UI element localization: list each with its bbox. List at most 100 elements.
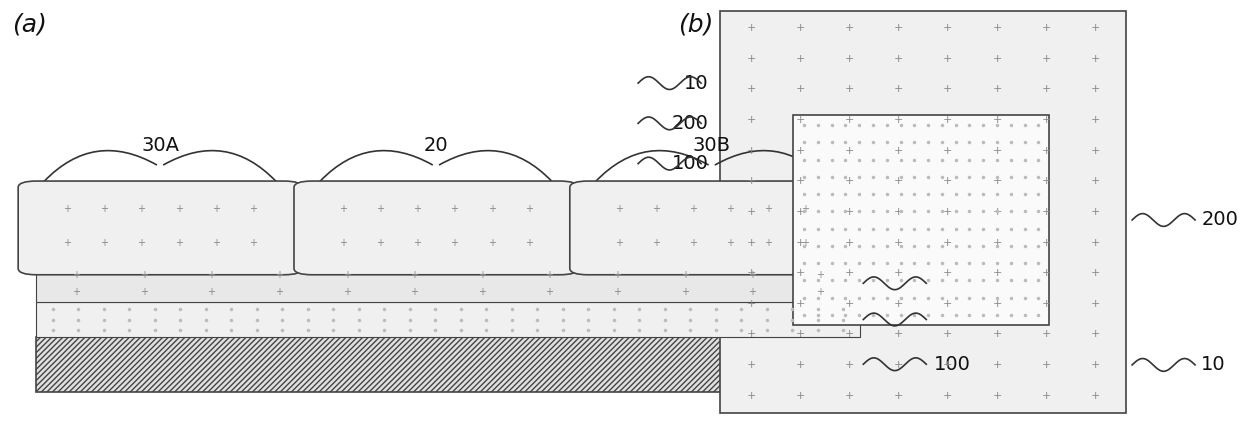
Text: +: + (1042, 360, 1052, 370)
Text: +: + (796, 23, 805, 33)
Text: +: + (801, 204, 808, 214)
Text: +: + (844, 299, 854, 309)
Bar (720, 11, 1126, 413)
Text: +: + (410, 287, 418, 297)
Text: +: + (1091, 54, 1100, 64)
Text: +: + (1042, 54, 1052, 64)
Text: +: + (1091, 238, 1100, 248)
Text: +: + (796, 391, 805, 401)
Text: +: + (376, 204, 384, 214)
FancyBboxPatch shape (570, 181, 853, 275)
Text: +: + (944, 54, 952, 64)
Text: +: + (944, 176, 952, 186)
Text: +: + (746, 207, 755, 217)
Text: +: + (477, 287, 486, 297)
Text: 30B: 30B (693, 136, 730, 155)
Text: +: + (816, 287, 823, 297)
Text: +: + (652, 204, 660, 214)
Text: +: + (1091, 84, 1100, 95)
Text: +: + (546, 270, 553, 280)
Text: +: + (894, 207, 903, 217)
Text: +: + (175, 238, 182, 248)
Text: +: + (894, 238, 903, 248)
Text: +: + (894, 176, 903, 186)
Text: +: + (992, 360, 1002, 370)
Text: +: + (844, 268, 854, 278)
Text: +: + (1042, 84, 1052, 95)
Text: 30A: 30A (141, 136, 179, 155)
Text: 100: 100 (934, 355, 971, 374)
Text: +: + (1042, 329, 1052, 340)
Text: +: + (796, 176, 805, 186)
Text: +: + (944, 238, 952, 248)
Text: +: + (746, 146, 755, 155)
Bar (794, 115, 1049, 325)
Text: +: + (1091, 146, 1100, 155)
Text: +: + (992, 268, 1002, 278)
Text: +: + (613, 287, 621, 297)
Text: +: + (746, 115, 755, 125)
Text: +: + (894, 360, 903, 370)
Text: +: + (796, 146, 805, 155)
Text: +: + (727, 238, 734, 248)
Text: +: + (992, 238, 1002, 248)
Text: +: + (746, 299, 755, 309)
Text: +: + (992, 299, 1002, 309)
Text: +: + (72, 270, 81, 280)
Text: +: + (894, 23, 903, 33)
Text: +: + (413, 238, 422, 248)
Text: +: + (249, 204, 257, 214)
Text: +: + (748, 287, 756, 297)
Text: +: + (844, 176, 854, 186)
Text: +: + (746, 176, 755, 186)
Text: +: + (525, 204, 533, 214)
Text: +: + (944, 329, 952, 340)
Text: +: + (796, 299, 805, 309)
Text: +: + (1042, 391, 1052, 401)
Text: +: + (140, 270, 148, 280)
Text: +: + (72, 287, 81, 297)
Text: 20: 20 (424, 136, 448, 155)
Text: +: + (413, 204, 422, 214)
Text: +: + (275, 287, 283, 297)
Text: +: + (1042, 238, 1052, 248)
Text: +: + (796, 54, 805, 64)
Text: +: + (63, 204, 71, 214)
Text: (a): (a) (12, 13, 47, 37)
Text: +: + (1091, 329, 1100, 340)
Text: +: + (100, 204, 108, 214)
Text: 10: 10 (934, 274, 959, 293)
Text: +: + (1091, 23, 1100, 33)
Text: +: + (992, 84, 1002, 95)
Text: +: + (746, 391, 755, 401)
Text: +: + (894, 268, 903, 278)
Text: +: + (894, 299, 903, 309)
Text: +: + (376, 238, 384, 248)
Text: +: + (992, 23, 1002, 33)
Text: +: + (944, 391, 952, 401)
Text: +: + (894, 391, 903, 401)
Text: +: + (944, 360, 952, 370)
Bar (36, 302, 859, 337)
Text: +: + (1091, 299, 1100, 309)
Text: +: + (339, 204, 347, 214)
Text: +: + (992, 391, 1002, 401)
Text: +: + (746, 84, 755, 95)
Text: +: + (615, 238, 622, 248)
Text: +: + (944, 299, 952, 309)
Text: +: + (992, 207, 1002, 217)
Text: +: + (727, 204, 734, 214)
FancyBboxPatch shape (294, 181, 578, 275)
Text: +: + (275, 270, 283, 280)
Text: +: + (546, 287, 553, 297)
Text: +: + (894, 329, 903, 340)
Text: +: + (681, 270, 688, 280)
Text: +: + (1042, 23, 1052, 33)
Text: +: + (652, 238, 660, 248)
Text: +: + (894, 115, 903, 125)
Text: +: + (746, 238, 755, 248)
Text: +: + (746, 23, 755, 33)
Text: +: + (992, 146, 1002, 155)
Text: +: + (1042, 146, 1052, 155)
Text: +: + (1091, 115, 1100, 125)
